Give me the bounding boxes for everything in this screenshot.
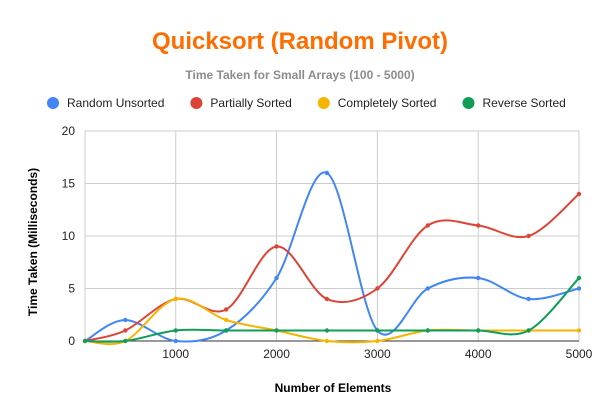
data-point-reverse-sorted-2000 [274, 328, 279, 333]
legend-item-partially-sorted: Partially Sorted [190, 96, 292, 110]
series-line-random-unsorted [84, 171, 580, 343]
data-point-random-unsorted-5000 [576, 286, 582, 291]
data-point-completely-sorted-1000 [173, 296, 178, 302]
data-point-completely-sorted-3000 [375, 338, 380, 344]
y-tick-label: 5 [68, 282, 75, 296]
legend-item-completely-sorted: Completely Sorted [317, 96, 437, 110]
data-point-completely-sorted-1500 [223, 317, 229, 323]
y-axis-label: Time Taken (Milliseconds) [26, 168, 40, 316]
series-reverse-sorted [82, 275, 582, 344]
data-point-random-unsorted-500 [123, 317, 128, 323]
data-point-completely-sorted-2500 [324, 338, 330, 344]
data-point-reverse-sorted-4500 [526, 328, 531, 333]
legend-label-partially-sorted: Partially Sorted [210, 96, 291, 110]
grid [85, 130, 580, 341]
data-point-partially-sorted-2000 [274, 244, 279, 249]
legend: Random Unsorted Partially Sorted Completel… [47, 96, 566, 110]
data-point-random-unsorted-3500 [425, 286, 430, 291]
chart-title: Quicksort (Random Pivot) [152, 28, 448, 55]
series-partially-sorted [82, 191, 582, 344]
data-point-random-unsorted-2500 [324, 170, 330, 176]
data-point-reverse-sorted-1000 [173, 328, 178, 333]
data-point-reverse-sorted-2500 [324, 328, 330, 333]
data-point-random-unsorted-4500 [526, 296, 531, 302]
data-point-completely-sorted-5000 [576, 328, 582, 333]
data-point-reverse-sorted-3500 [425, 328, 430, 333]
x-tick-label: 3000 [364, 347, 391, 361]
legend-swatch-reverse-sorted [462, 97, 475, 109]
legend-swatch-completely-sorted [317, 97, 330, 109]
data-point-partially-sorted-500 [123, 328, 128, 333]
legend-swatch-random-unsorted [47, 97, 59, 109]
series-line-partially-sorted [84, 193, 580, 342]
legend-label-reverse-sorted: Reverse Sorted [482, 96, 565, 110]
data-point-reverse-sorted-4000 [475, 328, 481, 333]
x-axis-label: Number of Elements [275, 381, 392, 395]
legend-label-random-unsorted: Random Unsorted [67, 96, 164, 110]
series-completely-sorted [82, 296, 582, 346]
data-point-reverse-sorted-1500 [223, 328, 229, 333]
data-point-partially-sorted-5000 [576, 191, 582, 197]
y-tick-label: 15 [62, 177, 76, 191]
data-point-random-unsorted-2000 [274, 275, 279, 281]
y-tick-label: 20 [62, 124, 76, 138]
data-point-reverse-sorted-5000 [576, 275, 582, 281]
y-tick-label: 0 [68, 334, 75, 348]
legend-item-reverse-sorted: Reverse Sorted [462, 96, 566, 110]
data-point-reverse-sorted-500 [123, 338, 128, 344]
x-tick-label: 5000 [566, 347, 593, 361]
data-point-reverse-sorted-3000 [375, 328, 380, 333]
chart-subtitle: Time Taken for Small Arrays (100 - 5000) [185, 68, 414, 82]
data-point-reverse-sorted-100 [82, 338, 88, 344]
data-point-partially-sorted-3000 [375, 286, 380, 291]
data-point-random-unsorted-1000 [173, 338, 178, 344]
legend-item-random-unsorted: Random Unsorted [47, 96, 164, 110]
x-tick-label: 1000 [162, 347, 189, 361]
legend-swatch-partially-sorted [190, 97, 203, 109]
data-point-partially-sorted-4000 [475, 223, 481, 228]
series-layer [82, 170, 582, 346]
data-point-partially-sorted-2500 [324, 296, 330, 302]
legend-label-completely-sorted: Completely Sorted [338, 96, 437, 110]
x-tick-label: 4000 [465, 347, 492, 361]
x-tick-label: 2000 [263, 347, 290, 361]
y-tick-label: 10 [62, 229, 76, 243]
series-line-completely-sorted [84, 297, 580, 346]
data-point-partially-sorted-4500 [526, 233, 531, 239]
series-random-unsorted [82, 170, 582, 344]
data-point-partially-sorted-1500 [223, 307, 229, 312]
data-point-partially-sorted-3500 [425, 223, 430, 228]
tick-labels: 0 5 10 15 20 1000 2000 3000 4000 5000 [62, 124, 593, 361]
data-point-random-unsorted-4000 [475, 275, 481, 281]
